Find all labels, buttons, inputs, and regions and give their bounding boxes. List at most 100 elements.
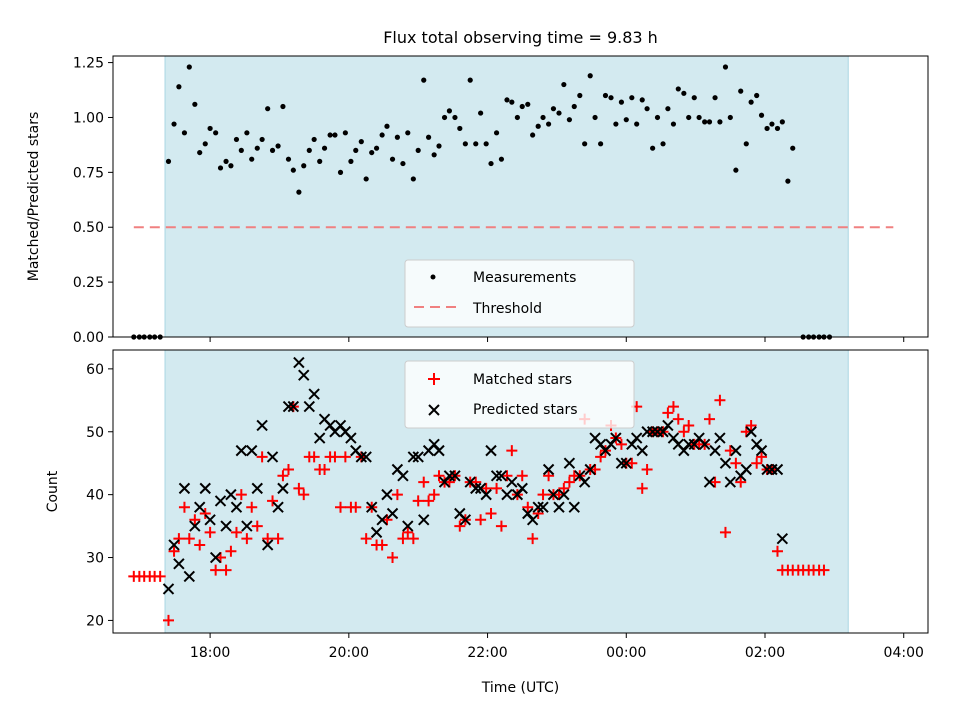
measurement-point	[171, 121, 177, 127]
matched-star-marker	[423, 495, 435, 507]
measurement-point	[608, 95, 614, 101]
matched-star-marker	[641, 463, 653, 475]
matched-star-marker	[154, 570, 166, 582]
predicted-star-marker	[381, 488, 393, 501]
measurement-point	[421, 77, 427, 83]
matched-star-marker	[724, 445, 736, 457]
predicted-star-marker	[578, 476, 591, 488]
measurement-point	[712, 95, 718, 101]
measurement-point	[369, 149, 375, 156]
measurement-point	[473, 141, 479, 147]
matched-star-marker	[636, 482, 648, 494]
predicted-star-marker	[193, 501, 206, 513]
measurement-point	[265, 106, 271, 112]
y-tick-label: 0.25	[73, 275, 104, 291]
matched-star-marker	[293, 482, 305, 494]
measurement-point	[790, 145, 796, 151]
matched-star-marker	[543, 470, 555, 482]
measurement-point	[254, 145, 260, 151]
legend-marker-matched	[428, 373, 440, 385]
matched-star-marker	[615, 438, 627, 450]
matched-star-marker	[308, 451, 320, 463]
matched-star-marker	[282, 463, 294, 475]
matched-star-marker	[563, 476, 575, 488]
measurement-point	[296, 189, 302, 195]
predicted-star-marker	[418, 514, 430, 526]
predicted-star-marker	[199, 482, 211, 495]
predicted-star-marker	[214, 495, 227, 507]
bottom-panel: 20 30 40 50 60 18:00 20:00 22:00 00:00 02:00 04:0…	[45, 349, 929, 696]
predicted-star-marker	[542, 463, 555, 476]
predicted-star-marker	[490, 470, 503, 482]
measurement-point	[301, 163, 307, 169]
matched-star-marker	[329, 451, 341, 463]
measurement-point	[670, 121, 677, 127]
matched-star-marker	[745, 419, 757, 431]
measurement-point	[550, 106, 557, 112]
measurement-point	[353, 147, 359, 153]
matched-star-marker	[678, 426, 690, 438]
measurement-point	[561, 81, 567, 88]
measurement-point	[478, 110, 484, 116]
x-tick-label: 20:00	[329, 645, 369, 661]
y-tick-label: 20	[86, 613, 104, 629]
measurement-point	[462, 141, 468, 147]
matched-star-marker	[433, 470, 445, 482]
predicted-star-marker	[402, 520, 414, 532]
matched-star-marker	[162, 614, 174, 626]
predicted-star-marker	[204, 514, 216, 526]
predicted-star-marker	[495, 470, 508, 482]
matched-star-marker	[475, 514, 487, 526]
predicted-star-marker	[376, 514, 388, 526]
measurement-point	[629, 95, 635, 101]
matched-star-marker	[709, 476, 721, 488]
matched-star-marker	[532, 508, 544, 520]
predicted-star-marker	[293, 356, 305, 369]
matched-star-marker	[262, 533, 274, 545]
measurement-point	[509, 99, 515, 105]
predicted-star-marker	[485, 444, 497, 457]
predicted-star-marker	[189, 520, 201, 532]
y-tick-label: 50	[86, 425, 104, 441]
predicted-star-marker	[246, 444, 258, 457]
measurement-point	[738, 88, 744, 94]
matched-star-marker	[230, 526, 242, 538]
measurement-point	[691, 95, 697, 101]
chart-title: Flux total observing time = 9.83 h	[383, 28, 658, 47]
matched-star-marker	[558, 482, 570, 494]
bottom-axes-frame	[112, 349, 929, 634]
measurement-point	[269, 147, 276, 153]
measurement-point	[483, 141, 489, 147]
x-tick-label: 04:00	[884, 645, 924, 661]
measurement-point	[384, 123, 390, 129]
measurement-point	[275, 143, 281, 149]
matched-star-marker	[272, 533, 284, 545]
measurement-point	[681, 90, 687, 96]
predicted-star-marker	[714, 432, 726, 444]
measurement-point	[686, 114, 692, 121]
top-legend-box	[404, 259, 635, 328]
predicted-star-marker	[511, 488, 524, 501]
matched-star-marker	[246, 501, 258, 513]
legend-label-measurements: Measurements	[473, 270, 576, 286]
measurement-point	[176, 84, 182, 90]
predicted-star-marker	[584, 463, 596, 476]
predicted-star-marker	[272, 501, 284, 513]
matched-star-marker	[225, 545, 237, 557]
measurement-point	[571, 103, 577, 110]
matched-star-marker	[751, 457, 763, 469]
legend-x-marker	[428, 404, 440, 416]
top-y-ticks: 0.00 0.25 0.50 0.75 1.00 1.25	[73, 56, 113, 346]
matched-star-marker	[704, 413, 716, 425]
predicted-stars-points	[162, 356, 789, 595]
y-tick-label: 30	[86, 551, 104, 567]
matched-star-marker	[480, 482, 492, 494]
measurement-point	[785, 178, 791, 184]
measurement-point	[217, 165, 224, 171]
matched-star-marker	[714, 394, 726, 406]
measurement-point	[394, 134, 400, 140]
matched-star-marker	[298, 489, 310, 501]
measurement-point	[779, 119, 785, 125]
measurement-point	[582, 141, 588, 147]
predicted-star-marker	[662, 419, 674, 432]
